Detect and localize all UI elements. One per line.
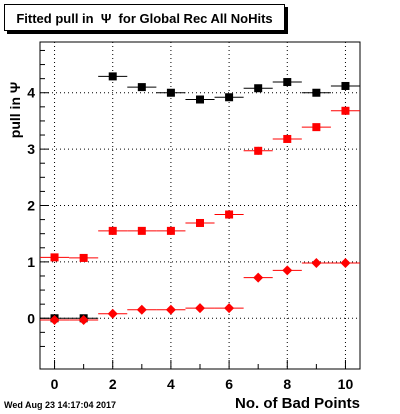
y-axis-label-wrap: pull in Ψ (2, 80, 26, 140)
data-point-diamond (340, 258, 351, 269)
x-tick-label: 10 (338, 376, 354, 392)
data-point-diamond (253, 272, 264, 283)
data-point-square (166, 88, 175, 97)
data-point-square (79, 253, 88, 262)
x-axis-label: No. of Bad Points (235, 395, 360, 412)
data-point-square (283, 134, 292, 143)
x-tick-label: 6 (225, 376, 233, 392)
data-point-diamond (107, 308, 118, 319)
data-point-diamond (136, 304, 147, 315)
chart-title: Fitted pull in Ψ for Global Rec All NoHi… (16, 11, 273, 26)
data-point-square (341, 106, 350, 115)
data-point-square (137, 83, 146, 92)
x-tick-label: 8 (283, 376, 291, 392)
data-point-diamond (311, 258, 322, 269)
data-point-diamond (78, 314, 89, 325)
y-axis-label: pull in Ψ (7, 81, 23, 139)
data-point-square (225, 93, 234, 102)
data-point-diamond (165, 304, 176, 315)
data-point-diamond (282, 265, 293, 276)
x-tick-label: 0 (51, 376, 59, 392)
x-tick-label: 2 (109, 376, 117, 392)
data-point-diamond (195, 303, 205, 314)
data-point-diamond (49, 314, 60, 325)
data-point-square (312, 123, 321, 132)
data-point-square (254, 84, 263, 93)
data-point-square (166, 226, 175, 235)
data-point-square (225, 210, 234, 219)
data-point-square (312, 88, 321, 97)
y-tick-label: 4 (27, 85, 35, 101)
data-point-square (108, 72, 117, 81)
timestamp: Wed Aug 23 14:17:04 2017 (4, 400, 117, 410)
data-point-square (50, 253, 59, 262)
data-point-square (108, 226, 117, 235)
data-point-square (254, 146, 263, 155)
y-tick-label: 0 (27, 310, 35, 326)
x-tick-label: 4 (167, 376, 175, 392)
data-series (40, 72, 360, 325)
data-point-square (196, 95, 204, 104)
y-tick-label: 1 (27, 254, 35, 270)
y-tick-label: 2 (27, 198, 35, 214)
axis-ticks: 0 2 4 6 8 10 0 1 2 3 4 (27, 49, 354, 392)
data-point-square (341, 81, 350, 90)
y-tick-label: 3 (27, 141, 35, 157)
data-point-square (137, 226, 146, 235)
chart-title-box: Fitted pull in Ψ for Global Rec All NoHi… (4, 4, 285, 31)
data-point-diamond (224, 303, 235, 314)
data-point-square (196, 218, 204, 227)
data-point-square (283, 78, 292, 87)
